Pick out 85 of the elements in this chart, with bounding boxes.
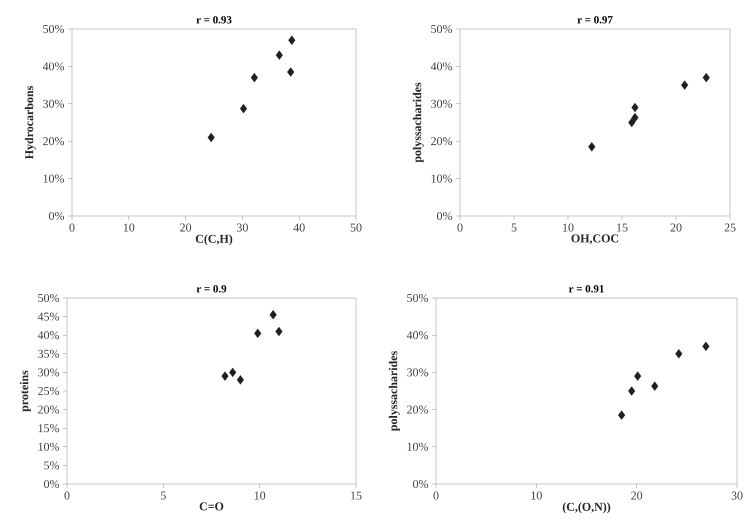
point (651, 381, 658, 391)
y-tick-label: 40% (430, 62, 452, 70)
y-tick-label: 40% (406, 331, 428, 340)
y-tick-label: 30% (407, 368, 428, 376)
y-tick-label: 15% (38, 424, 60, 432)
x-axis-title: OH,COC (572, 234, 618, 244)
point (634, 371, 642, 381)
point (631, 112, 639, 122)
y-tick-label: 50% (431, 24, 452, 34)
x-tick-label: 0 (433, 492, 439, 500)
chart-title: r = 0.97 (577, 16, 613, 24)
x-tick-label: 20 (180, 224, 192, 232)
point (631, 102, 639, 112)
y-tick-label: 40% (38, 331, 60, 340)
point (250, 72, 258, 82)
point (254, 328, 262, 338)
x-axis-title: (C,(O,N)) (562, 502, 610, 514)
y-tick-label: 0% (48, 212, 64, 220)
point (275, 326, 283, 336)
y-tick-label: 0% (44, 480, 60, 488)
y-tick-label: 20% (38, 406, 60, 414)
point (628, 386, 636, 396)
point (628, 118, 636, 128)
y-tick-label: 30% (43, 100, 64, 108)
x-tick-label: 50 (350, 224, 362, 232)
y-axis-title: proteins (20, 370, 31, 412)
x-tick-label: 5 (512, 224, 517, 232)
x-tick-label: 0 (69, 224, 75, 232)
y-tick-label: 10% (432, 174, 452, 183)
x-tick-label: 10 (124, 224, 134, 232)
point (618, 410, 626, 420)
x-tick-label: 0 (457, 224, 463, 232)
y-tick-label: 30% (38, 368, 60, 376)
x-tick-label: 10 (254, 492, 266, 500)
x-tick-label: 0 (64, 492, 70, 500)
x-tick-label: 5 (161, 492, 166, 500)
x-tick-label: 20 (631, 492, 642, 500)
x-tick-label: 10 (563, 224, 574, 232)
y-tick-label: 45% (38, 312, 60, 321)
y-tick-label: 35% (38, 350, 60, 358)
x-tick-label: 10 (531, 492, 542, 500)
point (588, 142, 596, 152)
x-tick-label: 20 (670, 224, 682, 232)
y-tick-label: 0% (413, 480, 428, 488)
chart-title: r = 0.91 (568, 285, 604, 293)
y-tick-label: 25% (38, 386, 60, 396)
x-tick-label: 25 (724, 224, 736, 232)
point (240, 104, 248, 114)
y-axis-title: polyssacharides (412, 82, 424, 163)
point (276, 50, 283, 60)
y-tick-label: 5% (44, 461, 60, 470)
y-tick-label: 0% (437, 212, 452, 220)
chart-title: r = 0.9 (196, 285, 226, 293)
x-axis-title: C(C,H) (196, 234, 232, 246)
x-axis-title: C=O (200, 502, 224, 510)
point (229, 368, 236, 378)
x-tick-label: 40 (293, 224, 305, 232)
y-tick-label: 10% (38, 442, 60, 451)
y-axis-title: Hydrocarbons (24, 86, 36, 160)
y-tick-label: 20% (431, 137, 452, 146)
x-tick-label: 15 (351, 492, 362, 500)
point (681, 80, 688, 90)
point (702, 342, 710, 352)
y-axis-title: polyssacharides (388, 351, 400, 432)
point (702, 72, 710, 82)
point (236, 375, 244, 385)
x-tick-label: 30 (732, 492, 743, 500)
y-tick-label: 10% (44, 174, 64, 183)
y-tick-label: 40% (42, 62, 64, 70)
point (270, 310, 277, 320)
point (288, 36, 296, 45)
x-tick-label: 30 (237, 224, 248, 232)
y-tick-label: 20% (407, 406, 428, 414)
point (675, 349, 682, 358)
point (208, 132, 215, 142)
point (221, 371, 229, 381)
y-tick-label: 50% (43, 24, 64, 34)
y-tick-label: 50% (407, 294, 428, 302)
point (287, 67, 294, 77)
y-tick-label: 10% (408, 442, 428, 451)
y-tick-label: 50% (38, 294, 60, 302)
y-tick-label: 30% (431, 100, 452, 108)
y-tick-label: 20% (43, 137, 64, 146)
x-tick-label: 15 (617, 224, 628, 232)
chart-title: r = 0.93 (196, 16, 232, 24)
